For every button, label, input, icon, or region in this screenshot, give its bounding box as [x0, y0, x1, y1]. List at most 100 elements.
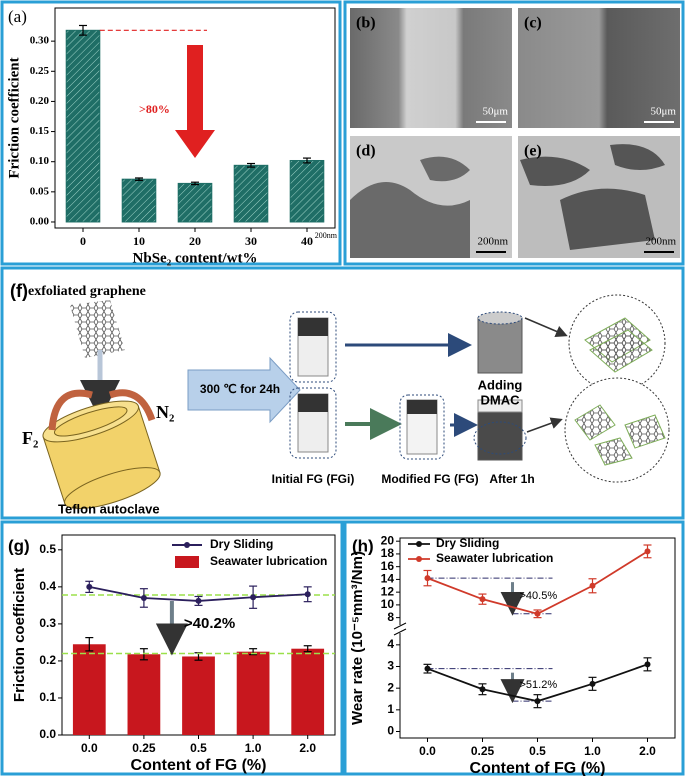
- frame-images: [343, 0, 685, 266]
- y-tick-label: 3: [387, 659, 394, 673]
- image-label: (e): [524, 143, 542, 160]
- sample-label: Modified FG (FG): [381, 472, 478, 486]
- vial-frame: [399, 394, 445, 460]
- frame-g: [0, 520, 344, 776]
- y-tick-label: 0.30: [30, 35, 50, 47]
- y-tick-label: 0.1: [39, 690, 56, 704]
- scale-bar-label: 50μm: [483, 106, 509, 118]
- legend-swatch: [184, 542, 190, 548]
- legend-swatch: [416, 556, 422, 562]
- sheet: [624, 414, 666, 449]
- y-tick-label: 0.0: [39, 727, 56, 741]
- x-tick-label: 20: [189, 234, 201, 248]
- point: [534, 698, 541, 705]
- x-tick-label: 40: [301, 234, 313, 248]
- y-axis-label: Friction coefficient: [11, 568, 28, 702]
- x-tick-label: 2.0: [299, 741, 316, 755]
- jar: [477, 317, 523, 374]
- vial-frame: [289, 311, 337, 383]
- legend-swatch: [175, 556, 199, 568]
- point: [140, 594, 147, 601]
- graphene-sheet: [70, 300, 125, 358]
- vial-cap: [407, 400, 437, 414]
- legend-swatch: [416, 541, 422, 547]
- sample-label: Initial FG (FGi): [272, 472, 355, 486]
- legend-label: Dry Sliding: [436, 536, 499, 550]
- x-axis-label: Content of FG (%): [470, 760, 606, 776]
- point: [304, 591, 311, 598]
- condition-label: 300 ℃ for 24h: [200, 382, 280, 396]
- bar: [127, 654, 161, 735]
- x-tick-label: 0.0: [81, 741, 98, 755]
- scale-bar-label: 200nm: [645, 236, 676, 248]
- panel-label: (a): [8, 7, 27, 26]
- bar: [121, 178, 157, 223]
- point: [424, 575, 431, 582]
- gas-arrow: [108, 389, 156, 422]
- x-tick-label: 0.5: [190, 741, 207, 755]
- y-tick-label: 0.3: [39, 616, 56, 630]
- point: [479, 596, 486, 603]
- bar: [291, 648, 325, 735]
- frame-f: [0, 266, 685, 520]
- x-tick-label: 2.0: [639, 744, 656, 758]
- frame-a: [0, 0, 342, 266]
- x-tick-label: 0.5: [529, 744, 546, 758]
- sheet: [594, 437, 633, 466]
- x-tick-label: 10: [133, 234, 145, 248]
- y-tick-label: 16: [381, 559, 395, 573]
- panel-label: (f): [10, 281, 28, 301]
- y-tick-label: 0.10: [30, 155, 50, 167]
- arrow: [526, 417, 563, 433]
- annotation: >40.5%: [520, 590, 558, 602]
- image-e-particles: [520, 144, 665, 250]
- bar: [236, 651, 270, 735]
- image-label: (b): [356, 15, 376, 32]
- diagram: (f) exfoliated graphene N₂ F₂ Teflon aut…: [10, 281, 670, 516]
- x-tick-label: 1.0: [584, 744, 601, 758]
- vial-cap: [298, 318, 328, 336]
- image-c: [518, 8, 680, 128]
- point: [589, 582, 596, 589]
- jar-top: [477, 399, 523, 413]
- panel-label: (g): [8, 536, 30, 555]
- y-tick-label: 0.05: [30, 185, 50, 197]
- bar: [289, 159, 325, 223]
- zoom-circle: [564, 377, 670, 483]
- step-label: DMAC: [481, 392, 521, 407]
- y-tick-label: 10: [381, 597, 395, 611]
- point: [644, 548, 651, 555]
- y-axis-label: Friction coefficient: [6, 57, 22, 178]
- point: [479, 686, 486, 693]
- axis-break: [393, 628, 407, 636]
- x-axis-label: Content of FG (%): [131, 757, 267, 774]
- panel-label: (h): [352, 536, 374, 555]
- point: [86, 583, 93, 590]
- image-b: [350, 8, 512, 128]
- point: [195, 597, 202, 604]
- scale-bar-label: 50μm: [651, 106, 677, 118]
- axis-break: [394, 625, 406, 633]
- jar: [477, 409, 523, 461]
- bar: [233, 164, 269, 223]
- process-arrow: [187, 356, 301, 424]
- jar-highlight: [473, 421, 527, 455]
- point: [424, 665, 431, 672]
- graphene-label: exfoliated graphene: [28, 284, 146, 299]
- annotation: >51.2%: [520, 679, 558, 691]
- micrographs: (b) (c) (d) (e) 50μm 50μm 200nm 200nm: [350, 8, 680, 258]
- gas-arrow: [48, 389, 93, 431]
- x-tick-label: 0: [80, 234, 86, 248]
- image-label: (c): [524, 15, 542, 32]
- gas-label: N₂: [156, 402, 174, 422]
- y-tick-label: 18: [381, 546, 395, 560]
- point: [644, 661, 651, 668]
- y-tick-label: 4: [387, 637, 394, 651]
- y-tick-label: 0.20: [30, 95, 50, 107]
- y-tick-label: 20: [381, 533, 395, 547]
- bar: [177, 182, 213, 223]
- x-axis-label: NbSe₂ content/wt%: [133, 250, 258, 266]
- legend-label: Dry Sliding: [210, 537, 273, 551]
- x-tick-label: 0.25: [132, 741, 156, 755]
